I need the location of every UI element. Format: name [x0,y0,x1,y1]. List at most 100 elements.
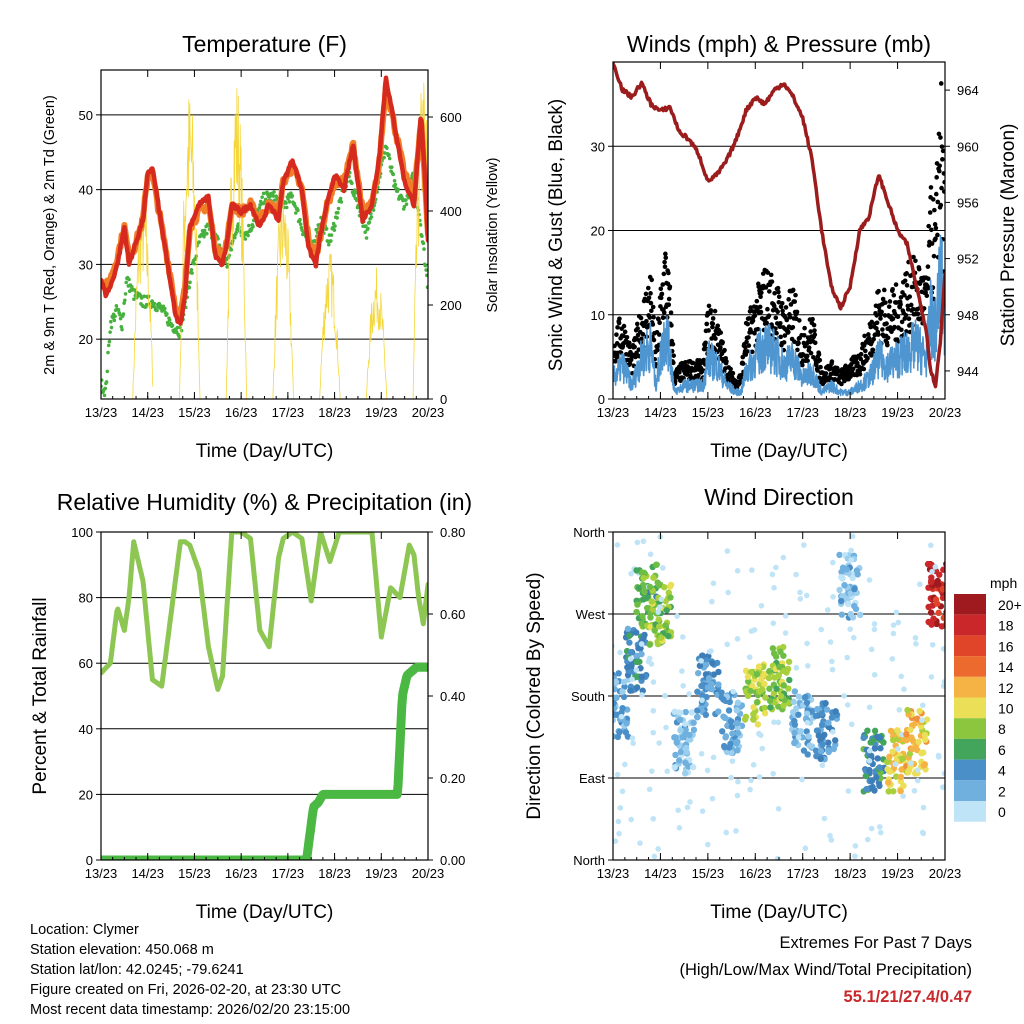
gust-point [929,241,935,246]
gust-point [904,271,909,276]
wind-direction-point [748,777,754,784]
dewpoint-point [121,312,126,316]
wind-direction-point [885,788,892,795]
gust-point [903,313,909,318]
wind-speed-legend-label: 12 [998,680,1014,696]
gust-point [703,340,708,346]
dewpoint-point [118,316,123,321]
dewpoint-point [333,224,337,228]
wind-direction-point [906,750,914,758]
winds-x-tick-label: 14/23 [644,405,677,420]
dewpoint-point [127,277,131,282]
gust-point [928,185,934,190]
wind-direction-point [641,588,648,596]
recent-timestamp-text: Most recent data timestamp: 2026/02/20 2… [30,1002,351,1018]
wind-direction-point [694,669,702,677]
dewpoint-point [246,233,250,238]
wind-direction-point [880,739,887,746]
gust-point [621,323,627,329]
gust-point [890,316,896,321]
wind-direction-point [747,786,753,793]
humidity-y-tick-label: 60 [79,656,93,671]
dewpoint-point [123,298,127,303]
dewpoint-point [229,247,234,252]
wind-direction-point [890,788,897,795]
wind-direction-point [660,565,666,571]
wind-direction-point [862,772,870,780]
wind-direction-point [801,542,807,548]
gust-point [722,347,727,353]
wind-direction-point [645,658,652,665]
gust-point [671,360,676,366]
gust-point [648,291,653,296]
wind-direction-point [613,699,617,707]
wind-direction-point [919,717,925,723]
wind-direction-point [626,632,633,639]
wind-direction-point [913,640,919,647]
wind-direction-x-tick-label: 17/23 [786,866,819,881]
wind-direction-point [615,818,622,825]
gust-point [796,318,802,323]
wind-direction-point [790,698,797,706]
gust-point [787,314,793,320]
wind-direction-point [656,623,663,630]
wind-direction-point [655,616,662,623]
gust-point [778,334,784,340]
wind-direction-point [817,755,824,763]
gust-point [786,297,791,302]
dewpoint-point [106,343,111,348]
wind-direction-x-tick-label: 20/23 [929,866,962,881]
wind-speed-legend-swatch [954,676,986,698]
wind-direction-point [828,837,835,843]
wind-direction-point [624,625,632,633]
wind-direction-point [791,688,799,695]
wind-direction-point [927,609,935,616]
wind-direction-point [895,619,902,626]
temperature-x-tick-label: 20/23 [412,405,445,420]
gust-point [904,283,910,288]
wind-direction-point [877,829,884,836]
location-text: Location: Clymer [30,922,139,938]
wind-speed-legend-swatch [954,635,986,657]
wind-direction-point [756,730,762,737]
wind-direction-point [699,652,706,659]
wind-direction-point [733,720,741,727]
gust-point [794,309,800,315]
wind-direction-point [797,589,803,596]
gust-point [816,352,822,357]
wind-direction-point [812,712,819,720]
gust-point [752,331,757,336]
wind-direction-point [676,757,683,764]
wind-direction-point [866,704,873,711]
gust-point [655,347,660,353]
wind-direction-point [750,716,757,723]
winds-y-tick-label: 0 [598,392,605,407]
gust-point [752,313,758,318]
wind-direction-point [639,612,646,620]
wind-direction-point [621,683,628,690]
wind-direction-point [847,610,854,618]
wind-direction-point [682,759,689,767]
humidity-y-tick-label: 40 [79,722,93,737]
wind-direction-point [904,706,911,714]
humidity-y2-tick-label: 0.80 [440,525,465,540]
gust-point [662,259,667,265]
gust-point [899,327,904,333]
wind-direction-point [848,557,855,563]
gust-point [768,272,774,278]
wind-direction-point [605,694,611,700]
gust-point [925,264,931,269]
humidity-x-tick-label: 17/23 [272,866,305,881]
wind-direction-point [709,659,716,667]
wind-direction-point [627,649,635,656]
wind-direction-point [761,680,768,688]
gust-point [793,292,798,298]
humidity-x-tick-label: 20/23 [412,866,445,881]
wind-direction-point [662,692,668,699]
gust-point [649,277,655,283]
wind-direction-point [804,640,810,647]
wind-direction-x-axis-label: Time (Day/UTC) [710,902,848,923]
wind-direction-point [924,560,932,568]
gust-point [808,350,814,356]
wind-direction-point [943,609,945,615]
